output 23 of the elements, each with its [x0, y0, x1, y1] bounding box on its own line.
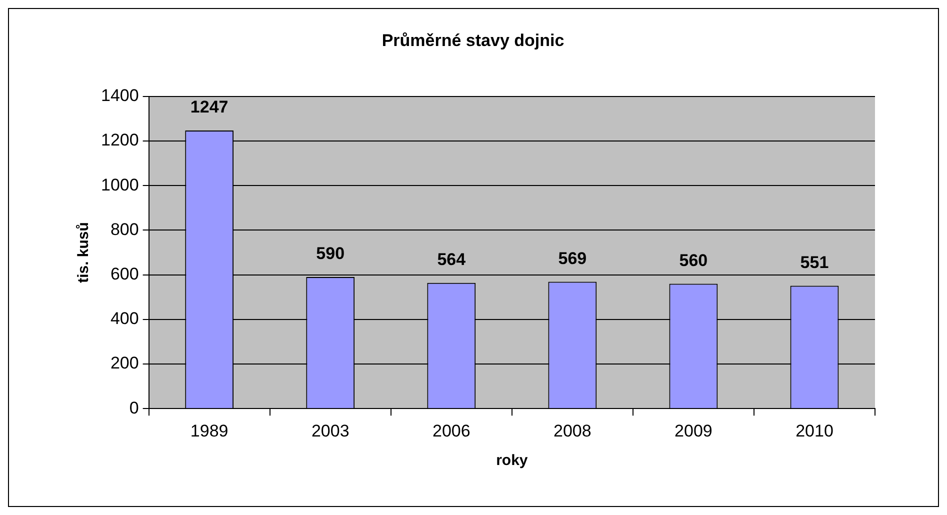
y-tick-label: 800 — [110, 220, 139, 239]
data-label: 551 — [800, 252, 829, 272]
y-tick-label: 1000 — [100, 175, 139, 194]
y-tick-label: 200 — [110, 354, 139, 373]
data-label: 590 — [316, 244, 345, 264]
x-tick-label: 2006 — [432, 421, 470, 440]
y-tick-label: 1200 — [100, 130, 139, 150]
data-label: 564 — [437, 250, 466, 270]
y-tick-label: 400 — [110, 309, 139, 328]
data-label: 560 — [679, 250, 708, 270]
chart-title: Průměrné stavy dojnic — [382, 30, 564, 50]
y-tick-label: 1400 — [100, 86, 139, 106]
data-label: 1247 — [190, 98, 228, 117]
x-tick-label: 2003 — [311, 421, 350, 440]
x-tick-label: 2009 — [674, 421, 712, 440]
x-tick-label: 1989 — [190, 421, 228, 440]
x-tick-label: 2010 — [796, 421, 834, 440]
y-tick-label: 0 — [129, 398, 139, 418]
data-label: 569 — [558, 248, 587, 268]
x-axis-title: roky — [496, 452, 528, 470]
y-axis-title: tis. kusů — [75, 222, 92, 283]
x-tick-label: 2008 — [554, 421, 592, 440]
y-tick-label: 600 — [110, 264, 139, 284]
